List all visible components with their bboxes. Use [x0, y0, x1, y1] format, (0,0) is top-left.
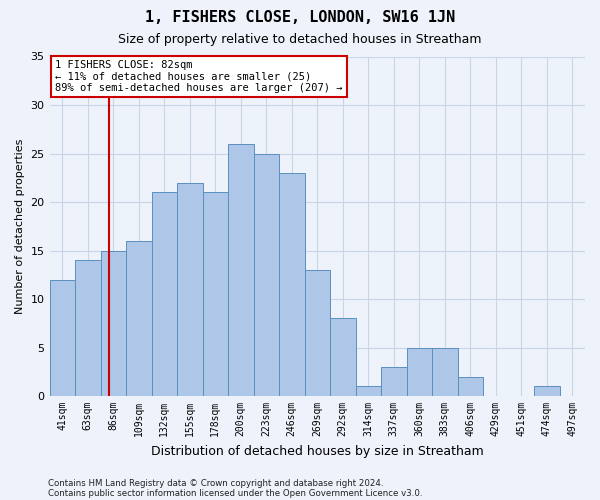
- Bar: [254, 154, 279, 396]
- Bar: [101, 250, 126, 396]
- Bar: [381, 367, 407, 396]
- Bar: [305, 270, 330, 396]
- Bar: [356, 386, 381, 396]
- Bar: [177, 182, 203, 396]
- Y-axis label: Number of detached properties: Number of detached properties: [15, 138, 25, 314]
- Bar: [203, 192, 228, 396]
- Bar: [330, 318, 356, 396]
- Bar: [152, 192, 177, 396]
- Bar: [534, 386, 560, 396]
- Bar: [126, 241, 152, 396]
- X-axis label: Distribution of detached houses by size in Streatham: Distribution of detached houses by size …: [151, 444, 484, 458]
- Bar: [50, 280, 75, 396]
- Bar: [75, 260, 101, 396]
- Text: 1, FISHERS CLOSE, LONDON, SW16 1JN: 1, FISHERS CLOSE, LONDON, SW16 1JN: [145, 10, 455, 25]
- Bar: [228, 144, 254, 396]
- Text: Contains HM Land Registry data © Crown copyright and database right 2024.: Contains HM Land Registry data © Crown c…: [48, 478, 383, 488]
- Bar: [407, 348, 432, 396]
- Bar: [458, 376, 483, 396]
- Text: Size of property relative to detached houses in Streatham: Size of property relative to detached ho…: [118, 32, 482, 46]
- Bar: [279, 173, 305, 396]
- Text: 1 FISHERS CLOSE: 82sqm
← 11% of detached houses are smaller (25)
89% of semi-det: 1 FISHERS CLOSE: 82sqm ← 11% of detached…: [55, 60, 343, 93]
- Text: Contains public sector information licensed under the Open Government Licence v3: Contains public sector information licen…: [48, 488, 422, 498]
- Bar: [432, 348, 458, 396]
